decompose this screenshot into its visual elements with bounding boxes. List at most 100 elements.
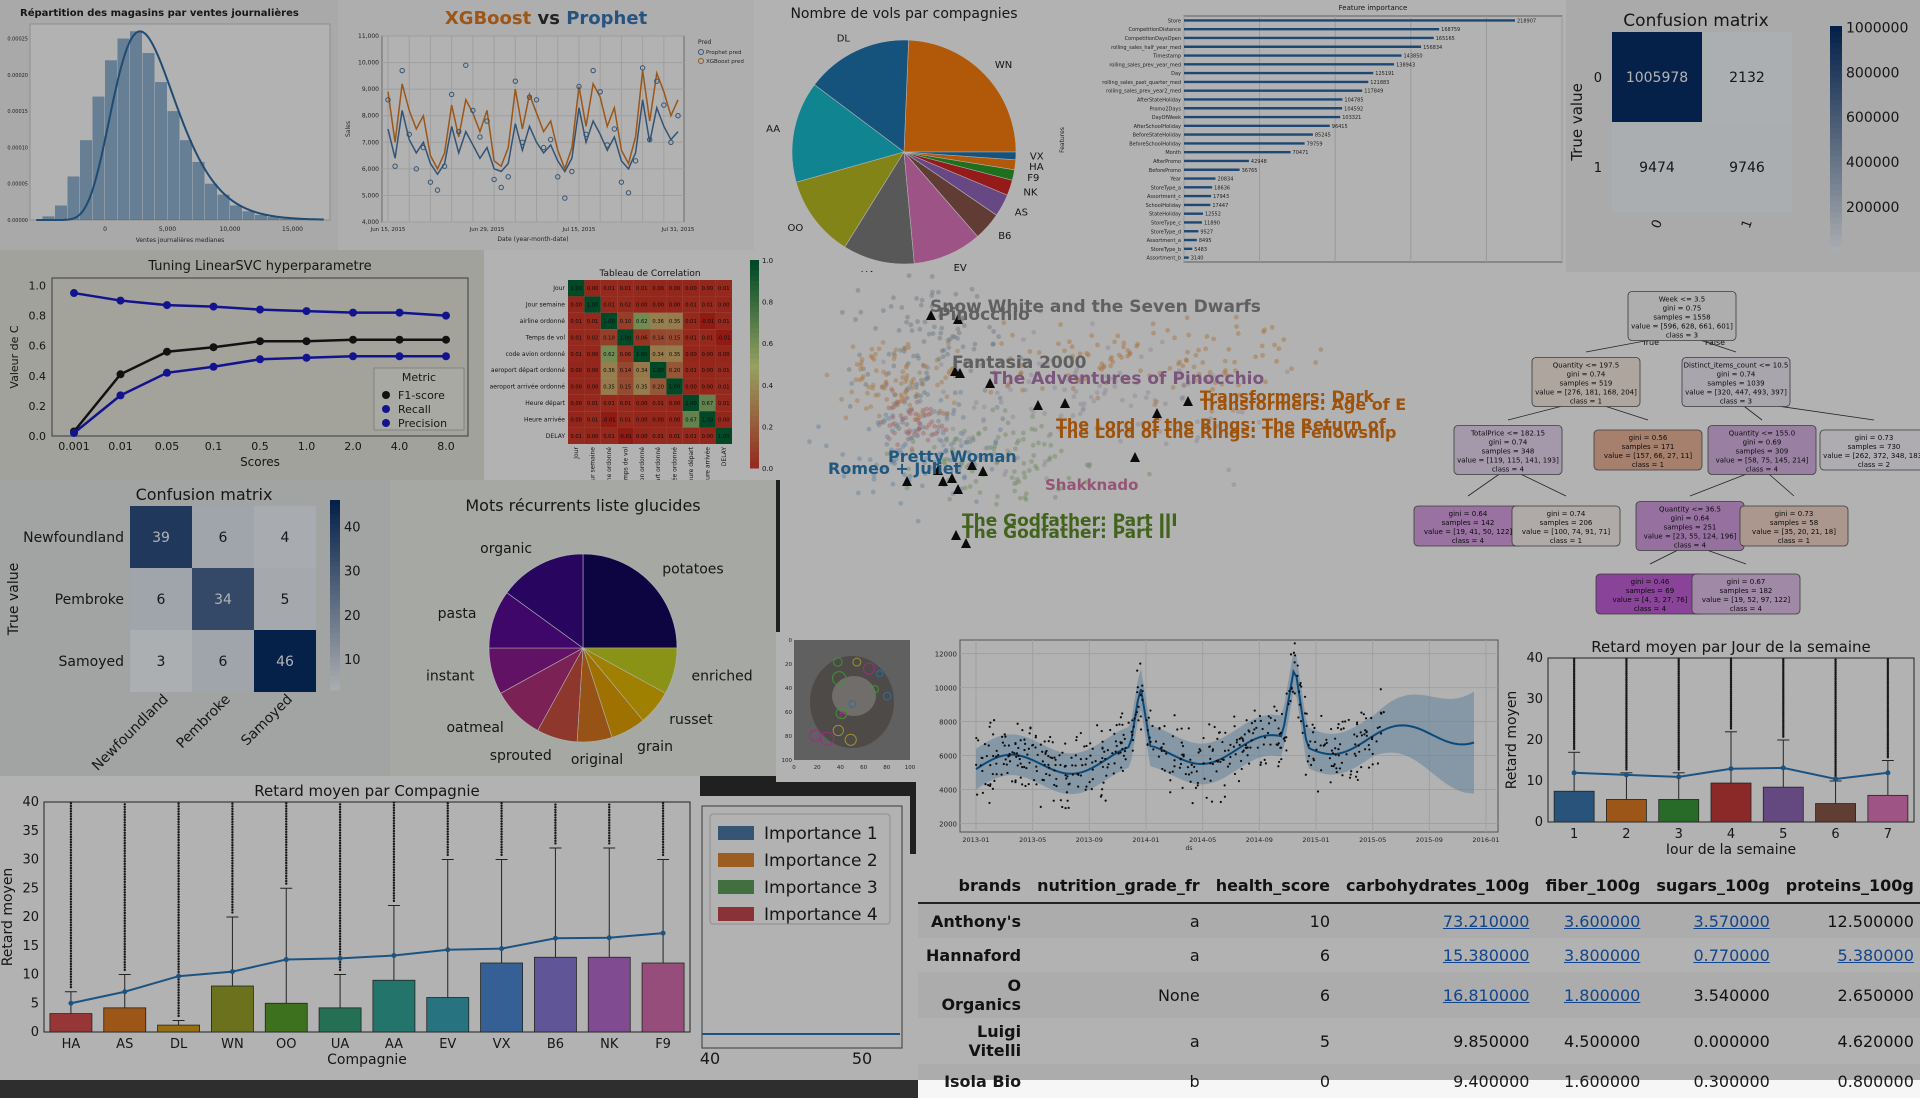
scatter-point: [1318, 347, 1323, 352]
scatter-point: [1172, 335, 1177, 340]
outlier-point: [393, 866, 395, 868]
scatter-point: [968, 484, 973, 489]
box: [534, 957, 576, 1032]
x-tick: 20: [814, 765, 821, 771]
outlier-point: [124, 969, 126, 971]
corr-value: 0.01: [587, 401, 599, 407]
observation-point: [1011, 751, 1013, 753]
outlier-point: [662, 843, 664, 845]
outlier-point: [177, 865, 179, 867]
scatter-point: [1313, 360, 1318, 365]
value-label: 96415: [1332, 124, 1348, 130]
observation-point: [1172, 771, 1174, 773]
outlier-point: [393, 832, 395, 834]
outlier-point: [500, 820, 502, 822]
colorbar-tick: 30: [344, 565, 361, 580]
scatter-point: [1095, 390, 1100, 395]
outlier-point: [70, 932, 72, 934]
table-cell[interactable]: 5.380000: [1778, 938, 1920, 972]
vols-label: AS: [1015, 207, 1028, 218]
observation-point: [1123, 755, 1125, 757]
scatter-point: [974, 499, 979, 504]
corr-value: 0.01: [620, 286, 632, 292]
observation-point: [1122, 770, 1124, 772]
observation-point: [1122, 734, 1124, 736]
node-text: samples = 171: [1622, 443, 1675, 451]
table-cell[interactable]: 3.600000: [1537, 903, 1648, 938]
outlier-point: [608, 819, 610, 821]
outlier-point: [554, 832, 556, 834]
x-tick: 0.001: [58, 440, 90, 453]
observation-point: [1092, 748, 1094, 750]
scatter-point: [899, 381, 904, 386]
observation-point: [1305, 774, 1307, 776]
table-cell[interactable]: 15.380000: [1338, 938, 1537, 972]
outlier-point: [70, 820, 72, 822]
outlier-point: [231, 844, 233, 846]
scatter-point: [816, 424, 821, 429]
observation-point: [1358, 744, 1360, 746]
observation-point: [1000, 774, 1002, 776]
vols-slice-WN: [904, 40, 1016, 152]
observation-point: [1048, 767, 1050, 769]
outlier-point: [554, 819, 556, 821]
col-label: code avion ordonné: [639, 447, 646, 480]
scatter-point: [1053, 454, 1058, 459]
outlier-point: [124, 961, 126, 963]
value-label: 79759: [1307, 141, 1323, 147]
outlier-point: [177, 901, 179, 903]
outlier-point: [124, 938, 126, 940]
table-cell: b: [1029, 1064, 1208, 1098]
observation-point: [993, 719, 995, 721]
outlier-point: [393, 804, 395, 806]
observation-point: [1268, 722, 1270, 724]
scatter-point: [963, 486, 968, 491]
outlier-point: [231, 818, 233, 820]
table-cell[interactable]: 16.810000: [1338, 972, 1537, 1018]
outlier-point: [231, 826, 233, 828]
table-cell[interactable]: 3.800000: [1537, 938, 1648, 972]
outlier-point: [608, 822, 610, 824]
scatter-point: [914, 385, 919, 390]
observation-point: [989, 764, 991, 766]
outlier-point: [339, 909, 341, 911]
observation-point: [1355, 755, 1357, 757]
outlier-point: [231, 839, 233, 841]
outlier-point: [70, 965, 72, 967]
hist-bar: [193, 162, 205, 220]
scatter-point: [935, 358, 940, 363]
series-point: [349, 336, 357, 344]
table-cell: 9.850000: [1338, 1018, 1537, 1064]
column-header: sugars_100g: [1648, 868, 1777, 903]
x-tick: 100: [905, 765, 916, 771]
table-cell[interactable]: 73.210000: [1338, 903, 1537, 938]
corr-value: 0.00: [718, 352, 730, 358]
outlier-point: [393, 853, 395, 855]
colorbar-step: [750, 291, 759, 297]
outlier-point: [285, 828, 287, 830]
outlier-point: [177, 821, 179, 823]
corr-value: 0.00: [570, 385, 582, 391]
outlier-point: [447, 851, 449, 853]
y-tick: 60: [785, 710, 792, 716]
observation-point: [995, 763, 997, 765]
observation-point: [988, 744, 990, 746]
outlier-point: [177, 978, 179, 980]
observation-point: [1357, 779, 1359, 781]
observation-point: [1212, 748, 1214, 750]
scatter-point: [889, 304, 894, 309]
colorbar-step: [750, 390, 759, 396]
scatter-point: [930, 274, 935, 279]
colorbar-step: [750, 426, 759, 432]
table-cell[interactable]: 1.800000: [1537, 972, 1648, 1018]
y-tick: 0.00015: [7, 109, 28, 115]
observation-point: [1302, 732, 1304, 734]
observation-point: [1121, 724, 1123, 726]
table-cell[interactable]: 3.570000: [1648, 903, 1777, 938]
table-cell[interactable]: 0.770000: [1648, 938, 1777, 972]
outlier-point: [70, 978, 72, 980]
outlier-point: [124, 878, 126, 880]
